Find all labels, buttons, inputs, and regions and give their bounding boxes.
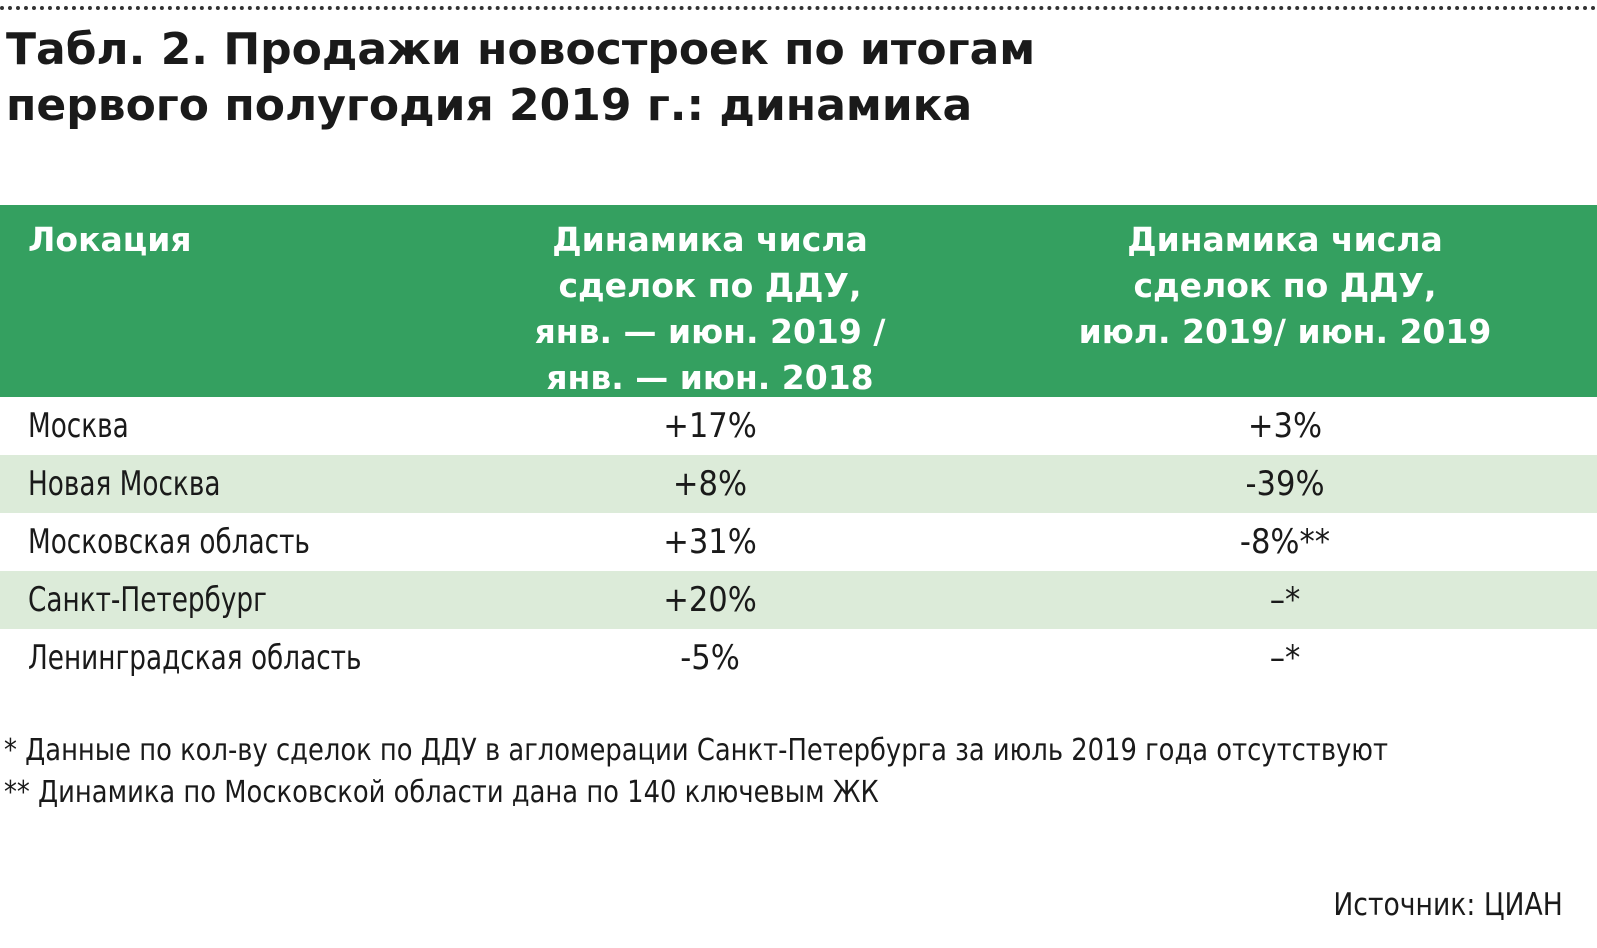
- row-half-year-value: -5%: [680, 638, 740, 678]
- header-dynamics-month: Динамика числа сделок по ДДУ, июл. 2019/…: [1078, 220, 1492, 351]
- row-location: Московская область: [28, 522, 310, 562]
- table-header: Локация Динамика числа сделок по ДДУ, ян…: [0, 205, 1597, 397]
- table-title-line-1: Табл. 2. Продажи новостроек по итогам: [6, 24, 1036, 75]
- table-title-line-2: первого полугодия 2019 г.: динамика: [6, 80, 973, 131]
- table-title: Табл. 2. Продажи новостроек по итогам пе…: [6, 22, 1206, 134]
- row-month-value: –*: [1269, 638, 1301, 678]
- table-row: Новая Москва +8% -39%: [0, 455, 1597, 513]
- header-dynamics-half-year: Динамика числа сделок по ДДУ, янв. — июн…: [534, 220, 886, 397]
- row-half-year-value: +20%: [663, 580, 757, 620]
- row-location: Ленинградская область: [28, 638, 362, 678]
- sales-dynamics-table: Локация Динамика числа сделок по ДДУ, ян…: [0, 205, 1597, 687]
- row-month-value: –*: [1269, 580, 1301, 620]
- row-half-year-value: +31%: [663, 522, 757, 562]
- header-location: Локация: [28, 220, 192, 259]
- row-location: Санкт-Петербург: [28, 580, 267, 620]
- row-half-year-value: +8%: [672, 464, 748, 504]
- footnotes: * Данные по кол-ву сделок по ДДУ в аглом…: [4, 730, 1388, 814]
- table-row: Московская область +31% -8%**: [0, 513, 1597, 571]
- row-month-value: -39%: [1245, 464, 1325, 504]
- row-location: Москва: [28, 406, 129, 446]
- row-half-year-value: +17%: [663, 406, 757, 446]
- row-month-value: -8%**: [1239, 522, 1331, 562]
- source-credit: Источник: ЦИАН: [1333, 887, 1563, 923]
- table-row: Санкт-Петербург +20% –*: [0, 571, 1597, 629]
- footnote-1: * Данные по кол-ву сделок по ДДУ в аглом…: [4, 733, 1389, 768]
- row-month-value: +3%: [1247, 406, 1323, 446]
- row-location: Новая Москва: [28, 464, 221, 504]
- top-dotted-divider: [0, 6, 1597, 10]
- footnote-2: ** Динамика по Московской области дана п…: [4, 775, 879, 810]
- table-row: Ленинградская область -5% –*: [0, 629, 1597, 687]
- table-row: Москва +17% +3%: [0, 397, 1597, 455]
